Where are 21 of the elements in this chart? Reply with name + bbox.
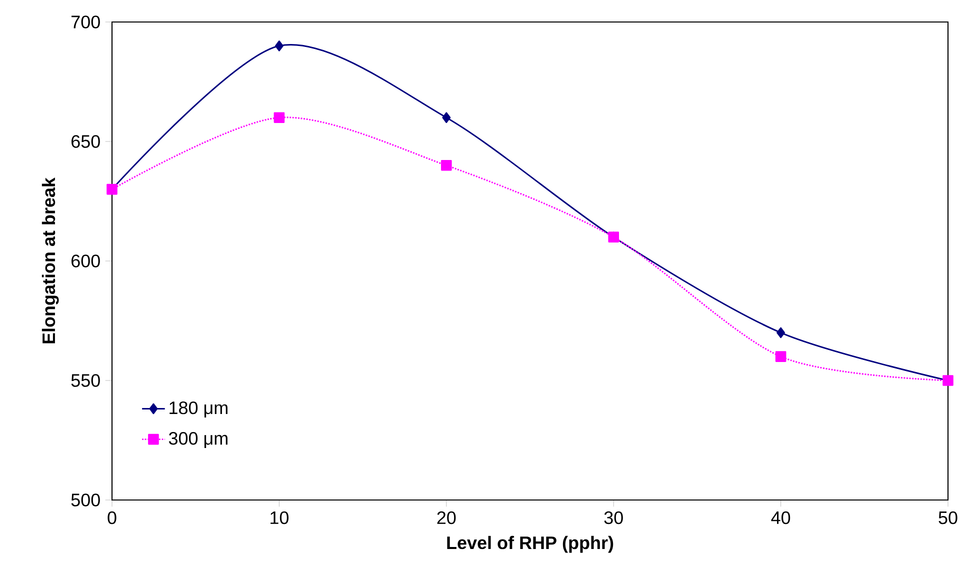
x-tick-label: 10 xyxy=(270,511,289,524)
y-tick-label: 600 xyxy=(72,254,100,268)
x-tick-label: 20 xyxy=(437,511,456,524)
y-tick-label: 500 xyxy=(71,494,100,506)
x-axis-title: Level of RHP (pphr) xyxy=(447,536,614,553)
x-tick-label: 40 xyxy=(771,511,790,524)
x-tick-label: 0 xyxy=(108,511,116,524)
x-tick-label: 30 xyxy=(604,511,623,524)
point xyxy=(775,351,786,362)
y-tick-label: 650 xyxy=(72,135,100,148)
x-tick-label: 50 xyxy=(938,511,958,524)
point xyxy=(776,327,786,338)
point xyxy=(274,40,284,52)
y-tick-label: 550 xyxy=(71,374,100,387)
y-axis-title: Elongation at break xyxy=(42,177,59,344)
y-tick-label: 700 xyxy=(72,16,100,28)
legend-label: 300 μm xyxy=(168,432,228,448)
legend-label: 180 μm xyxy=(170,401,228,418)
point xyxy=(442,112,451,123)
point xyxy=(274,112,285,123)
point xyxy=(441,160,452,171)
